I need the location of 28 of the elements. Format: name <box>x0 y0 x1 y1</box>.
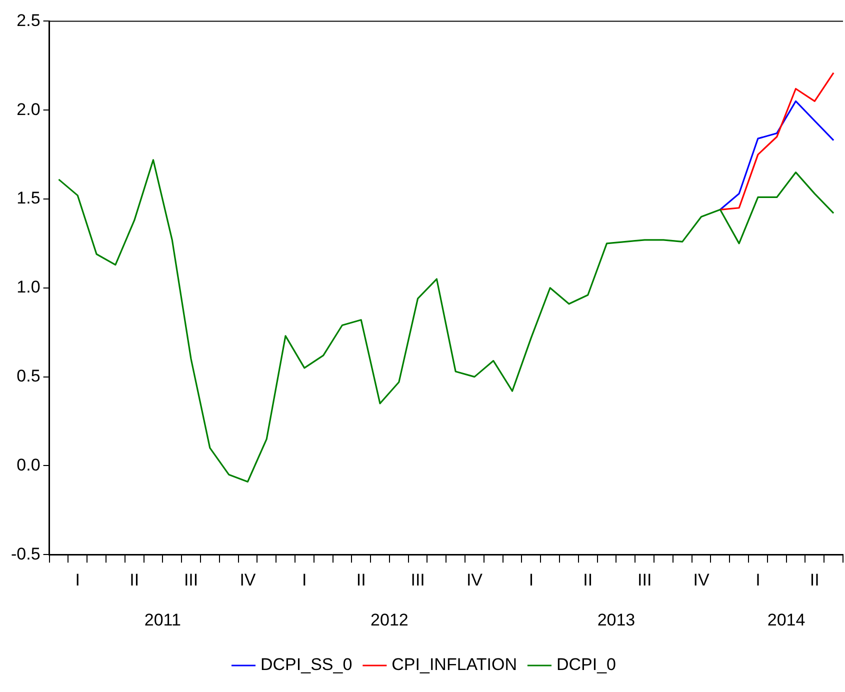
text: 2012 <box>370 610 408 630</box>
x-tick-label: II <box>130 570 140 590</box>
x-tick-label: I <box>528 570 534 590</box>
legend-label: CPI_INFLATION <box>392 655 517 674</box>
x-tick-label: II <box>583 570 593 590</box>
x-tick-label: III <box>184 570 198 590</box>
legend-label: DCPI_SS_0 <box>260 655 352 674</box>
x-tick-label: I <box>75 570 80 590</box>
y-tick-label: 1.0 <box>16 278 40 297</box>
x-tick-label: I <box>756 570 760 590</box>
x-tick-label: I <box>302 570 307 590</box>
legend-label: DCPI_0 <box>556 655 616 674</box>
text: 2014 <box>767 610 806 630</box>
y-tick-label: 1.5 <box>16 188 40 208</box>
y-tick-label: 0.0 <box>16 455 40 474</box>
x-tick-label: III <box>637 570 652 590</box>
x-tick-label: II <box>810 570 820 590</box>
x-tick-label: IV <box>693 570 710 590</box>
y-tick-label: 2.5 <box>16 10 40 30</box>
x-tick-label: IV <box>466 570 484 590</box>
x-tick-label: IV <box>240 570 256 590</box>
y-tick-label: 2.0 <box>16 100 40 119</box>
y-tick-label: -0.5 <box>10 544 40 564</box>
x-tick-label: III <box>410 570 425 590</box>
y-tick-label: 0.5 <box>16 366 40 386</box>
x-tick-label: II <box>356 570 366 590</box>
text: 2011 <box>144 610 181 630</box>
text: 2013 <box>597 610 636 630</box>
